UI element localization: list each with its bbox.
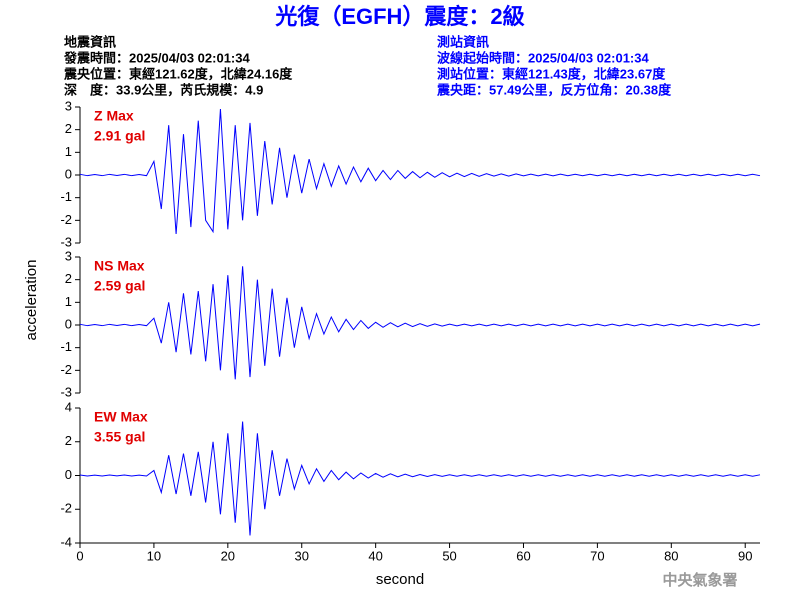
waveform	[79, 421, 761, 536]
annotation: Z Max	[94, 108, 134, 124]
info-text: 地震資訊	[64, 34, 116, 49]
annotation: 2.59 gal	[94, 278, 145, 294]
info-text: 測站位置：東經121.43度，北緯23.67度	[437, 66, 666, 81]
y-tick-label: -2	[60, 362, 72, 377]
y-axis-label: acceleration	[23, 260, 40, 341]
y-tick-label: -1	[60, 189, 72, 204]
info-text: 測站資訊	[437, 34, 489, 49]
x-tick-label: 70	[590, 548, 604, 563]
x-tick-label: 80	[664, 548, 678, 563]
y-tick-label: 4	[65, 399, 72, 414]
y-tick-label: 0	[65, 467, 72, 482]
y-tick-label: -2	[60, 501, 72, 516]
x-tick-label: 0	[76, 548, 83, 563]
info-text: 震央位置：東經121.62度，北緯24.16度	[63, 66, 293, 81]
x-tick-label: 60	[516, 548, 530, 563]
waveform	[79, 266, 761, 380]
x-tick-label: 40	[368, 548, 382, 563]
y-tick-label: 2	[65, 121, 72, 136]
y-tick-label: -3	[60, 234, 72, 249]
y-tick-label: 0	[65, 316, 72, 331]
y-tick-label: -1	[60, 339, 72, 354]
y-tick-label: -3	[60, 384, 72, 399]
info-text: 發震時間：2025/04/03 02:01:34	[63, 50, 250, 65]
y-tick-label: 2	[65, 433, 72, 448]
y-tick-label: 3	[65, 98, 72, 113]
x-tick-label: 90	[738, 548, 752, 563]
annotation: NS Max	[94, 258, 145, 274]
x-axis-label: second	[376, 571, 424, 588]
y-tick-label: -2	[60, 212, 72, 227]
x-tick-label: 10	[147, 548, 161, 563]
y-tick-label: 0	[65, 166, 72, 181]
y-tick-label: 3	[65, 248, 72, 263]
annotation: 3.55 gal	[94, 429, 145, 445]
x-tick-label: 20	[221, 548, 235, 563]
y-tick-label: 1	[65, 144, 72, 159]
info-text: 震央距：57.49公里，反方位角：20.38度	[436, 82, 672, 97]
y-tick-label: -4	[60, 534, 72, 549]
footer: 中央氣象署	[662, 571, 737, 589]
info-text: 深 度：33.9公里，芮氏規模：4.9	[64, 82, 263, 97]
waveform	[79, 109, 761, 234]
x-tick-label: 50	[442, 548, 456, 563]
y-tick-label: 1	[65, 294, 72, 309]
y-tick-label: 2	[65, 271, 72, 286]
annotation: 2.91 gal	[94, 128, 145, 144]
chart-title: 光復（EGFH）震度：2級	[274, 4, 524, 29]
info-text: 波線起始時間：2025/04/03 02:01:34	[437, 50, 649, 65]
x-tick-label: 30	[295, 548, 309, 563]
annotation: EW Max	[94, 409, 148, 425]
